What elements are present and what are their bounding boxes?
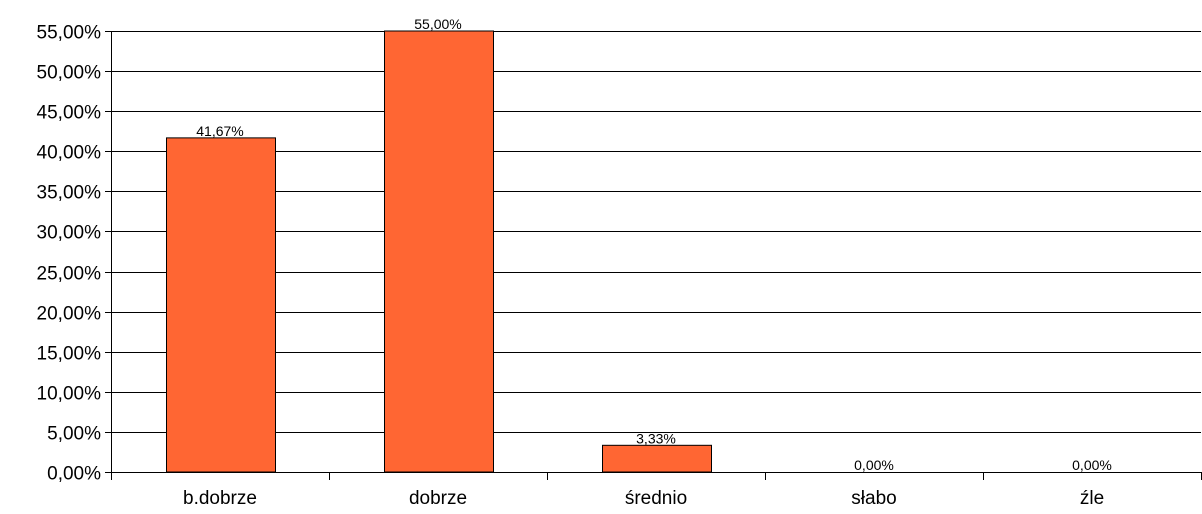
data-label: 3,33% <box>636 430 676 446</box>
y-tick-label: 25,00% <box>37 264 102 285</box>
data-label: 41,67% <box>196 123 243 139</box>
x-tick-label: słabo <box>851 488 896 509</box>
y-tick-label: 45,00% <box>37 103 102 124</box>
x-tick-label: średnio <box>625 488 687 509</box>
bar <box>602 444 712 473</box>
bar <box>166 137 276 473</box>
y-tick-label: 30,00% <box>37 223 102 244</box>
gridlines <box>111 31 1201 433</box>
bars <box>166 30 712 473</box>
bar <box>384 30 494 473</box>
x-tick-label: źle <box>1080 488 1104 509</box>
data-labels: 41,67% 55,00% 3,33% 0,00% 0,00% <box>196 16 1112 473</box>
y-axis-ticks: 0,00% 5,00% 10,00% 15,00% 20,00% 25,00% 30,00%… <box>37 23 112 485</box>
data-label: 0,00% <box>1072 457 1112 473</box>
y-tick-label: 15,00% <box>37 344 102 365</box>
x-axis: b.dobrze dobrze średnio słabo źle <box>111 472 1202 509</box>
y-tick-label: 35,00% <box>37 183 102 204</box>
y-tick-label: 40,00% <box>37 143 102 164</box>
y-tick-label: 55,00% <box>37 23 102 44</box>
y-tick-label: 0,00% <box>47 464 101 485</box>
x-tick-label: b.dobrze <box>183 488 257 509</box>
y-tick-label: 50,00% <box>37 63 102 84</box>
y-tick-label: 20,00% <box>37 304 102 325</box>
y-tick-label: 10,00% <box>37 384 102 405</box>
x-tick-label: dobrze <box>409 488 467 509</box>
y-tick-label: 5,00% <box>47 424 101 445</box>
data-label: 55,00% <box>414 16 461 32</box>
data-label: 0,00% <box>854 457 894 473</box>
